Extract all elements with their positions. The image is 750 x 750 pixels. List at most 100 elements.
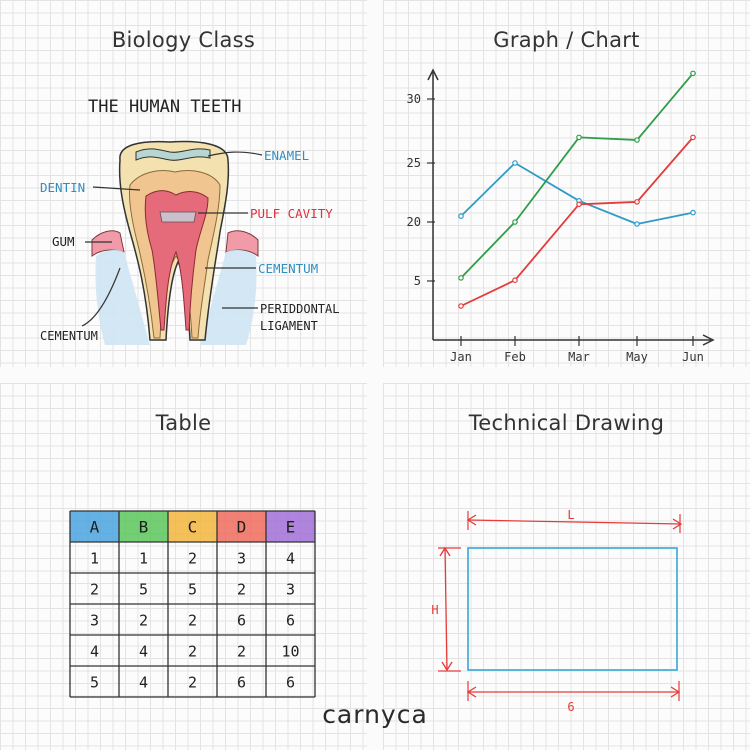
dentin-leader — [92, 186, 141, 191]
length-label: L — [567, 508, 574, 522]
height-arrow-bottom — [441, 661, 453, 672]
series-2-point — [690, 70, 696, 77]
pulp-cavity-shape — [144, 190, 209, 331]
table-cell: 6 — [286, 674, 295, 692]
table-cell: 3 — [90, 612, 99, 630]
series-line-1 — [460, 162, 694, 225]
table-header-label: A — [90, 518, 100, 537]
label-cementum-right: CEMENTUM — [258, 261, 318, 276]
x-tick-label: Mar — [568, 350, 590, 364]
label-gum: GUM — [52, 234, 75, 249]
label-pulp-cavity: PULF CAVITY — [250, 206, 333, 221]
y-tick-label: 20 — [407, 215, 421, 229]
height-dimension-line — [444, 547, 448, 671]
x-tick-label: Jun — [682, 350, 704, 364]
table-cell: 3 — [286, 581, 295, 599]
x-tick-label: May — [626, 350, 648, 364]
data-table: A B C D E 1 1 2 3 4 2 5 5 2 3 3 2 2 6 6 4 4 2 2 10 5 4 2 6 6 — [69, 510, 316, 698]
table-header-label: D — [237, 518, 247, 537]
table-cell: 4 — [286, 550, 295, 568]
label-dentin: DENTIN — [40, 180, 85, 195]
table-cell: 6 — [237, 674, 246, 692]
table-cell: 5 — [139, 581, 148, 599]
table-cell: 10 — [281, 643, 299, 661]
technical-panel-title: Technical Drawing — [468, 411, 665, 435]
length-dimension-line — [467, 519, 682, 525]
label-periodontal-line1: PERIDDONTAL — [260, 302, 339, 316]
technical-drawing: L H 6 — [431, 508, 683, 714]
y-tick-label: 5 — [414, 274, 421, 288]
series-1-point — [458, 213, 464, 219]
table-cell: 4 — [90, 643, 99, 661]
table-cell: 2 — [139, 612, 148, 630]
technical-panel: Technical Drawing L H 6 — [383, 383, 750, 750]
series-3-point — [690, 134, 696, 141]
biology-panel: Biology Class THE HUMAN TEETH ENAMEL DEN… — [0, 0, 367, 367]
y-axis-arrow — [427, 68, 439, 81]
x-axis-arrow — [702, 334, 715, 346]
table-cell: 3 — [237, 550, 246, 568]
line-chart: 5 20 25 30 Jan Feb Mar May Jun — [407, 68, 715, 364]
table-cell: 2 — [90, 581, 99, 599]
table-cell: 2 — [188, 643, 197, 661]
series-2-point — [634, 137, 640, 143]
chart-ticks: 5 20 25 30 Jan Feb Mar May Jun — [407, 92, 704, 364]
series-2-point — [576, 134, 582, 141]
bone-right-shape — [200, 249, 257, 345]
table-cell: 6 — [237, 612, 246, 630]
enamel-leader — [207, 151, 263, 157]
series-line-3 — [460, 136, 694, 307]
table-header-cell — [168, 511, 217, 542]
table-panel-title: Table — [155, 411, 212, 435]
table-cell: 2 — [237, 643, 246, 661]
table-header-cell — [70, 511, 119, 542]
bone-left-shape — [95, 249, 150, 345]
enamel-cap — [135, 148, 211, 161]
table-cell: 5 — [188, 581, 197, 599]
label-cementum-left: CEMENTUM — [40, 329, 98, 343]
label-enamel: ENAMEL — [264, 148, 309, 163]
graph-panel: Graph / Chart 5 20 25 30 Jan Feb Mar May Jun — [383, 0, 750, 367]
x-tick-label: Jan — [450, 350, 472, 364]
series-1-point — [690, 209, 696, 216]
table-header-cell — [217, 511, 266, 542]
tooth-drawing-title: THE HUMAN TEETH — [88, 97, 242, 117]
table-header-label: E — [286, 518, 296, 537]
table-cell: 2 — [188, 674, 197, 692]
blue-rectangle — [467, 547, 678, 671]
table-cell: 6 — [286, 612, 295, 630]
height-label: H — [431, 603, 438, 617]
series-3-point — [458, 303, 464, 309]
table-cell: 2 — [237, 581, 246, 599]
biology-panel-title: Biology Class — [111, 28, 256, 52]
x-tick-label: Feb — [504, 350, 526, 364]
series-line-2 — [460, 72, 694, 279]
y-tick-label: 30 — [407, 92, 421, 106]
table-header-cell — [119, 511, 168, 542]
table-cell: 1 — [139, 550, 148, 568]
tooth-diagram: THE HUMAN TEETH ENAMEL DENTIN PULF CAVIT… — [40, 97, 339, 345]
pulp-chamber — [159, 211, 197, 223]
table-cell: 4 — [139, 643, 148, 661]
length-arrow-right — [672, 518, 683, 530]
table-cell: 2 — [188, 550, 197, 568]
series-3-point — [576, 201, 582, 208]
y-tick-label: 25 — [407, 156, 421, 170]
chart-series — [458, 70, 696, 309]
brand-logo-text: carnyca — [322, 700, 428, 729]
table-header-cell — [266, 511, 315, 542]
series-2-point — [512, 219, 518, 225]
table-cell: 4 — [139, 674, 148, 692]
table-panel: Table A B C D E 1 1 2 3 4 2 5 5 2 3 3 2 2 6 6 4 4 2 2 10 5 4 2 6 6 — [0, 383, 367, 750]
table-header-label: C — [188, 518, 198, 537]
series-1-point — [512, 160, 518, 166]
graph-panel-title: Graph / Chart — [493, 28, 640, 52]
table-cell: 5 — [90, 674, 99, 692]
bottom-label: 6 — [567, 700, 574, 714]
series-3-point — [512, 277, 518, 284]
series-1-point — [634, 221, 640, 227]
table-cell: 1 — [90, 550, 99, 568]
table-header-label: B — [139, 518, 149, 537]
series-2-point — [458, 275, 464, 281]
label-periodontal-line2: LIGAMENT — [260, 319, 318, 333]
